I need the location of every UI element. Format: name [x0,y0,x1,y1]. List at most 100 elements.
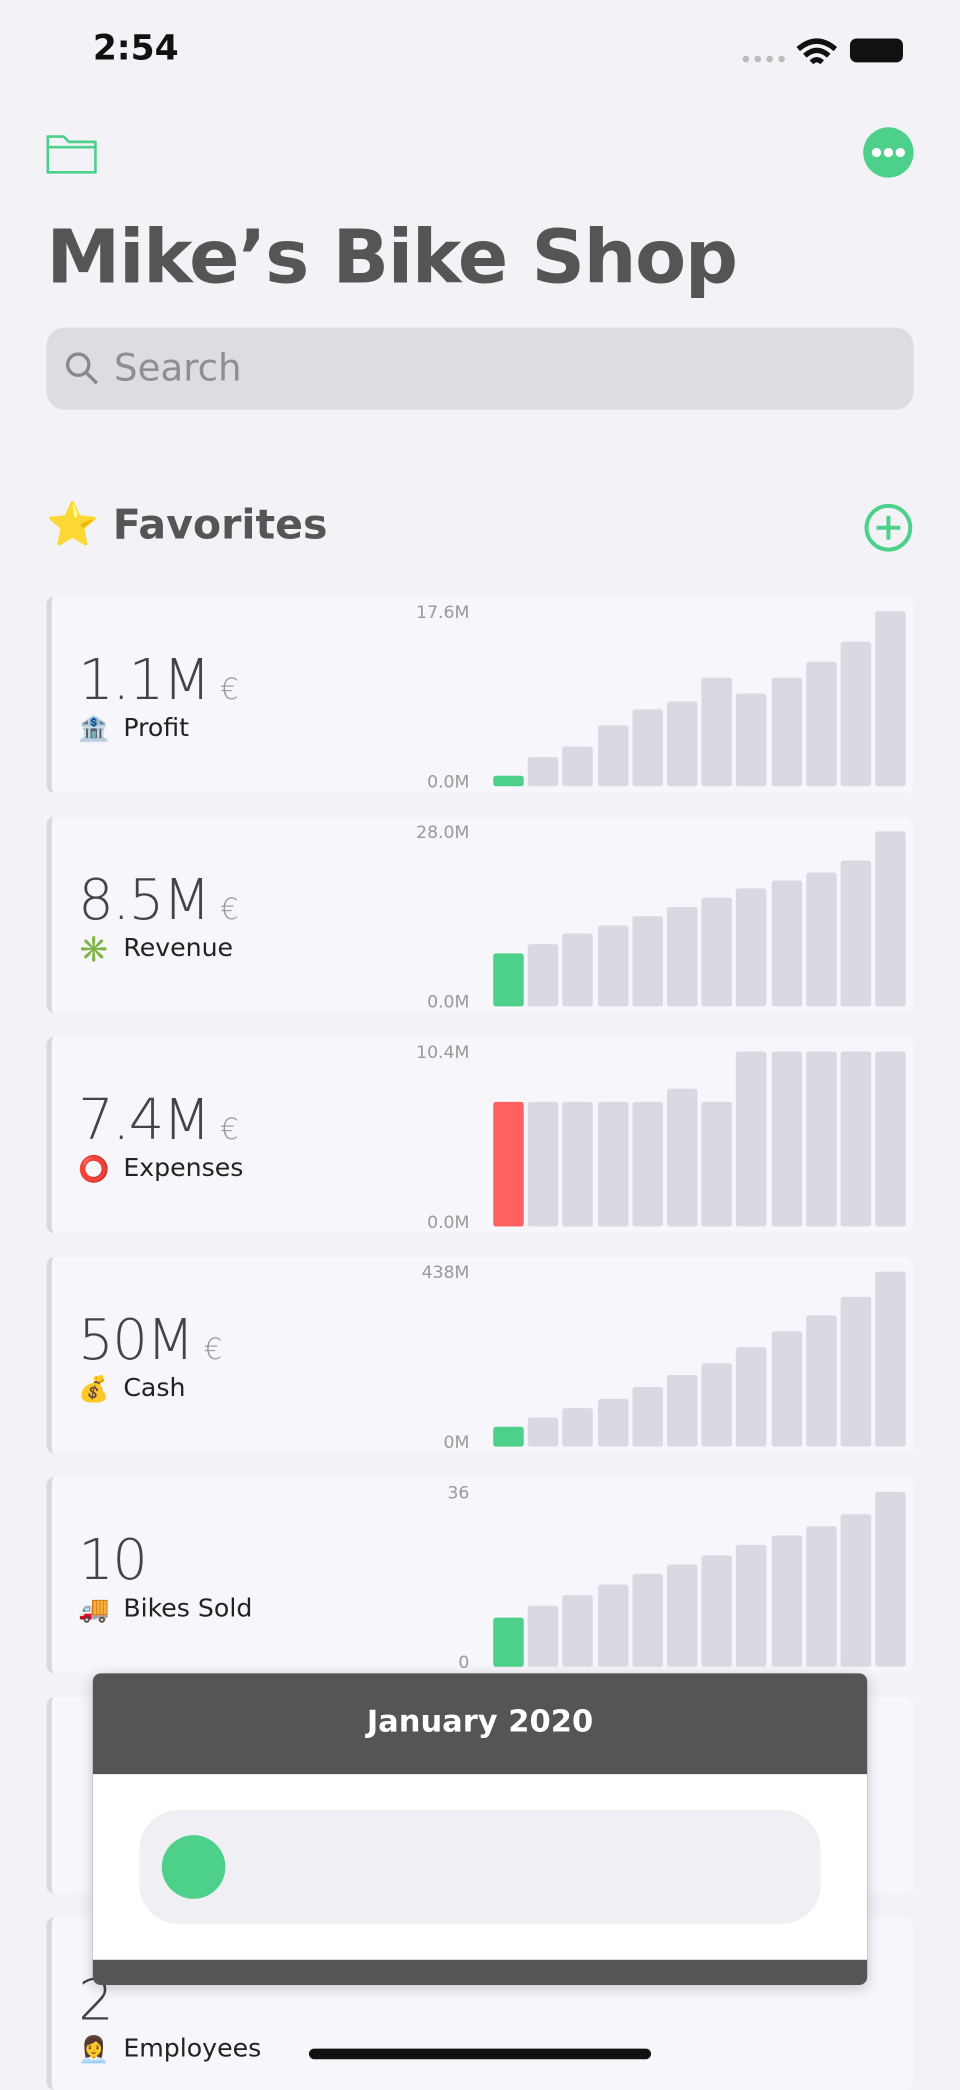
bar [875,1271,906,1447]
card-icon: 👩‍💼 [78,2035,110,2065]
card-stripe [51,953,52,1014]
bar [840,1513,872,1667]
card-label: Bikes Sold [123,1593,253,1623]
bar [562,1594,594,1667]
card-label: Profit [123,713,190,743]
card-stripe [51,1618,52,1674]
bar [632,1387,663,1447]
battery [849,38,903,63]
search-field[interactable]: Search [46,327,914,410]
axis-label: 0.0M [427,993,470,1014]
bar [562,933,594,1007]
card-unit: € [203,1333,223,1368]
bar [840,642,872,787]
bar [527,1605,559,1667]
card-icon: 💰 [78,1375,110,1405]
bar [597,1101,628,1227]
card-value: 50M € [78,1307,223,1373]
card-label: Revenue [123,933,234,963]
bar [666,1374,698,1447]
card-icon: ✳️ [78,934,110,964]
bar [805,660,837,787]
add-button[interactable] [863,503,913,553]
card-label: Cash [123,1373,186,1403]
bar [771,1051,802,1227]
axis-label: 0M [443,1433,470,1454]
folder-button[interactable] [46,131,97,174]
bar [527,943,559,1007]
card-unit: € [220,1113,239,1147]
axis-label: 438M [421,1263,470,1284]
bar [701,676,733,787]
bar [632,708,663,787]
bar [597,724,628,787]
card-stripe [51,1983,52,2090]
bar [771,1535,802,1667]
card-value: 8.5M € [78,867,239,933]
card-icon: 🏦 [78,714,110,744]
bar [493,775,524,787]
bar [771,880,802,1007]
bar [666,1564,698,1667]
bar [493,1618,524,1667]
bar [840,860,872,1007]
slider-knob[interactable] [161,1835,226,1899]
bar [701,1554,733,1667]
bar [736,1545,767,1667]
bar [840,1296,872,1447]
bar [840,1051,872,1227]
card-label: Expenses [123,1153,244,1183]
card-stripe [51,1430,52,1454]
bar [701,898,733,1007]
more-button[interactable] [862,126,915,179]
search-icon [65,352,98,385]
month-picker: January 2020 [92,1673,868,1985]
card[interactable]: 10 🚚 Bikes Sold 0 36 [46,1477,914,1674]
bar [527,1101,559,1227]
card[interactable]: 1.1M € 🏦 Profit 0.0M 17.6M [46,596,914,793]
bar [597,1398,628,1447]
bar [666,700,698,787]
bar [875,1491,906,1667]
signal [742,55,785,69]
axis-label: 0.0M [427,773,470,793]
bar [875,831,906,1007]
card-icon: ⭕ [78,1154,110,1185]
search-placeholder: Search [114,346,242,390]
picker-body [92,1774,868,1960]
bar [493,1426,524,1447]
page-title: Mike’s Bike Shop [46,214,738,301]
card-value: 10 [78,1527,148,1593]
bar [493,953,524,1007]
card-stripe [51,1093,52,1234]
card-unit: € [220,673,239,707]
clock: 2:54 [92,29,179,69]
axis-label: 28.0M [416,823,470,844]
axis-label: 17.6M [416,603,470,624]
bar [805,872,837,1007]
bar [632,1574,663,1667]
bar [562,746,594,787]
wifi [796,38,838,65]
card[interactable]: 7.4M € ⭕ Expenses 0.0M 10.4M [46,1036,914,1234]
axis-label: 0.0M [427,1213,470,1234]
slider-track[interactable] [139,1809,821,1924]
card-unit: € [220,893,239,927]
card[interactable]: 50M € 💰 Cash 0M 438M [46,1257,914,1454]
home-indicator [308,2048,652,2060]
card-label: Employees [123,2034,262,2064]
bar [736,888,767,1007]
bar [493,1101,524,1227]
bar [527,757,559,787]
bar [736,1346,767,1447]
bar [771,676,802,787]
bar [597,1584,628,1667]
bar [875,1051,906,1227]
card[interactable]: 8.5M € ✳️ Revenue 0.0M 28.0M [46,816,914,1014]
axis-label: 10.4M [416,1043,470,1064]
bar [805,1314,837,1447]
axis-label: 0 [458,1653,470,1674]
bar [701,1101,733,1227]
